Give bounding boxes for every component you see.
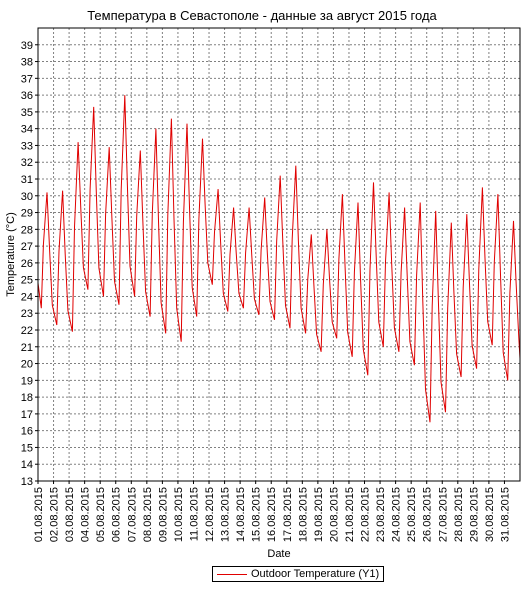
y-tick-label: 36 — [21, 90, 33, 102]
x-tick-labels: 01.08.2015 02.08.2015 03.08.2015 04.08.2015… — [33, 481, 511, 542]
y-tick-label: 28 — [21, 224, 33, 236]
x-tick-label: 10.08.2015 — [173, 487, 185, 542]
x-tick-label: 09.08.2015 — [157, 487, 169, 542]
y-tick-label: 32 — [21, 157, 33, 169]
y-tick-label: 21 — [21, 342, 33, 354]
y-tick-label: 35 — [21, 107, 33, 119]
series-line-outdoor-temperature — [37, 95, 521, 423]
y-tick-label: 33 — [21, 140, 33, 152]
x-tick-label: 07.08.2015 — [126, 487, 138, 542]
y-tick-label: 38 — [21, 57, 33, 69]
y-tick-label: 19 — [21, 375, 33, 387]
y-tick-label: 22 — [21, 325, 33, 337]
x-tick-label: 08.08.2015 — [142, 487, 154, 542]
x-tick-label: 27.08.2015 — [437, 487, 449, 542]
legend-swatch — [217, 573, 247, 575]
plot-area — [37, 27, 521, 482]
x-tick-label: 05.08.2015 — [95, 487, 107, 542]
chart-title: Температура в Севастополе - данные за ав… — [87, 8, 437, 23]
legend-label: Outdoor Temperature (Y1) — [251, 568, 380, 580]
y-tick-label: 30 — [21, 191, 33, 203]
x-axis-label: Date — [267, 548, 290, 560]
y-tick-label: 31 — [21, 174, 33, 186]
y-tick-label: 15 — [21, 442, 33, 454]
x-tick-label: 15.08.2015 — [251, 487, 263, 542]
x-tick-label: 16.08.2015 — [266, 487, 278, 542]
y-tick-label: 39 — [21, 40, 33, 52]
y-tick-label: 25 — [21, 275, 33, 287]
y-tick-label: 14 — [21, 459, 33, 471]
x-tick-label: 28.08.2015 — [453, 487, 465, 542]
x-tick-label: 20.08.2015 — [328, 487, 340, 542]
x-tick-label: 06.08.2015 — [111, 487, 123, 542]
y-tick-label: 37 — [21, 73, 33, 85]
x-tick-label: 25.08.2015 — [406, 487, 418, 542]
x-tick-label: 12.08.2015 — [204, 487, 216, 542]
x-tick-label: 21.08.2015 — [344, 487, 356, 542]
x-tick-label: 01.08.2015 — [33, 487, 45, 542]
y-tick-label: 29 — [21, 208, 33, 220]
x-tick-label: 02.08.2015 — [49, 487, 61, 542]
x-tick-label: 26.08.2015 — [422, 487, 434, 542]
y-tick-label: 20 — [21, 359, 33, 371]
y-tick-label: 17 — [21, 409, 33, 421]
y-tick-labels: 13 14 15 16 17 18 19 20 21 22 23 24 25 26 27 28 29 30 31 32… — [21, 40, 38, 488]
x-tick-label: 18.08.2015 — [297, 487, 309, 542]
x-tick-label: 17.08.2015 — [282, 487, 294, 542]
x-tick-label: 24.08.2015 — [391, 487, 403, 542]
x-tick-label: 11.08.2015 — [188, 487, 200, 541]
y-axis-label: Temperature (°C) — [5, 212, 17, 296]
y-tick-label: 13 — [21, 476, 33, 488]
x-tick-label: 04.08.2015 — [80, 487, 92, 542]
x-tick-label: 19.08.2015 — [313, 487, 325, 542]
y-tick-label: 26 — [21, 258, 33, 270]
x-tick-label: 22.08.2015 — [360, 487, 372, 542]
y-tick-label: 27 — [21, 241, 33, 253]
y-tick-label: 24 — [21, 291, 33, 303]
x-tick-label: 03.08.2015 — [64, 487, 76, 542]
x-tick-label: 14.08.2015 — [235, 487, 247, 542]
y-tick-label: 34 — [21, 124, 33, 136]
x-tick-label: 13.08.2015 — [220, 487, 232, 542]
x-tick-label: 29.08.2015 — [468, 487, 480, 542]
y-tick-label: 23 — [21, 308, 33, 320]
y-tick-label: 16 — [21, 426, 33, 438]
x-tick-label: 23.08.2015 — [375, 487, 387, 542]
x-tick-label: 31.08.2015 — [499, 487, 511, 542]
grid — [38, 28, 520, 481]
x-tick-label: 30.08.2015 — [484, 487, 496, 542]
y-tick-label: 18 — [21, 392, 33, 404]
legend: Outdoor Temperature (Y1) — [212, 566, 384, 582]
